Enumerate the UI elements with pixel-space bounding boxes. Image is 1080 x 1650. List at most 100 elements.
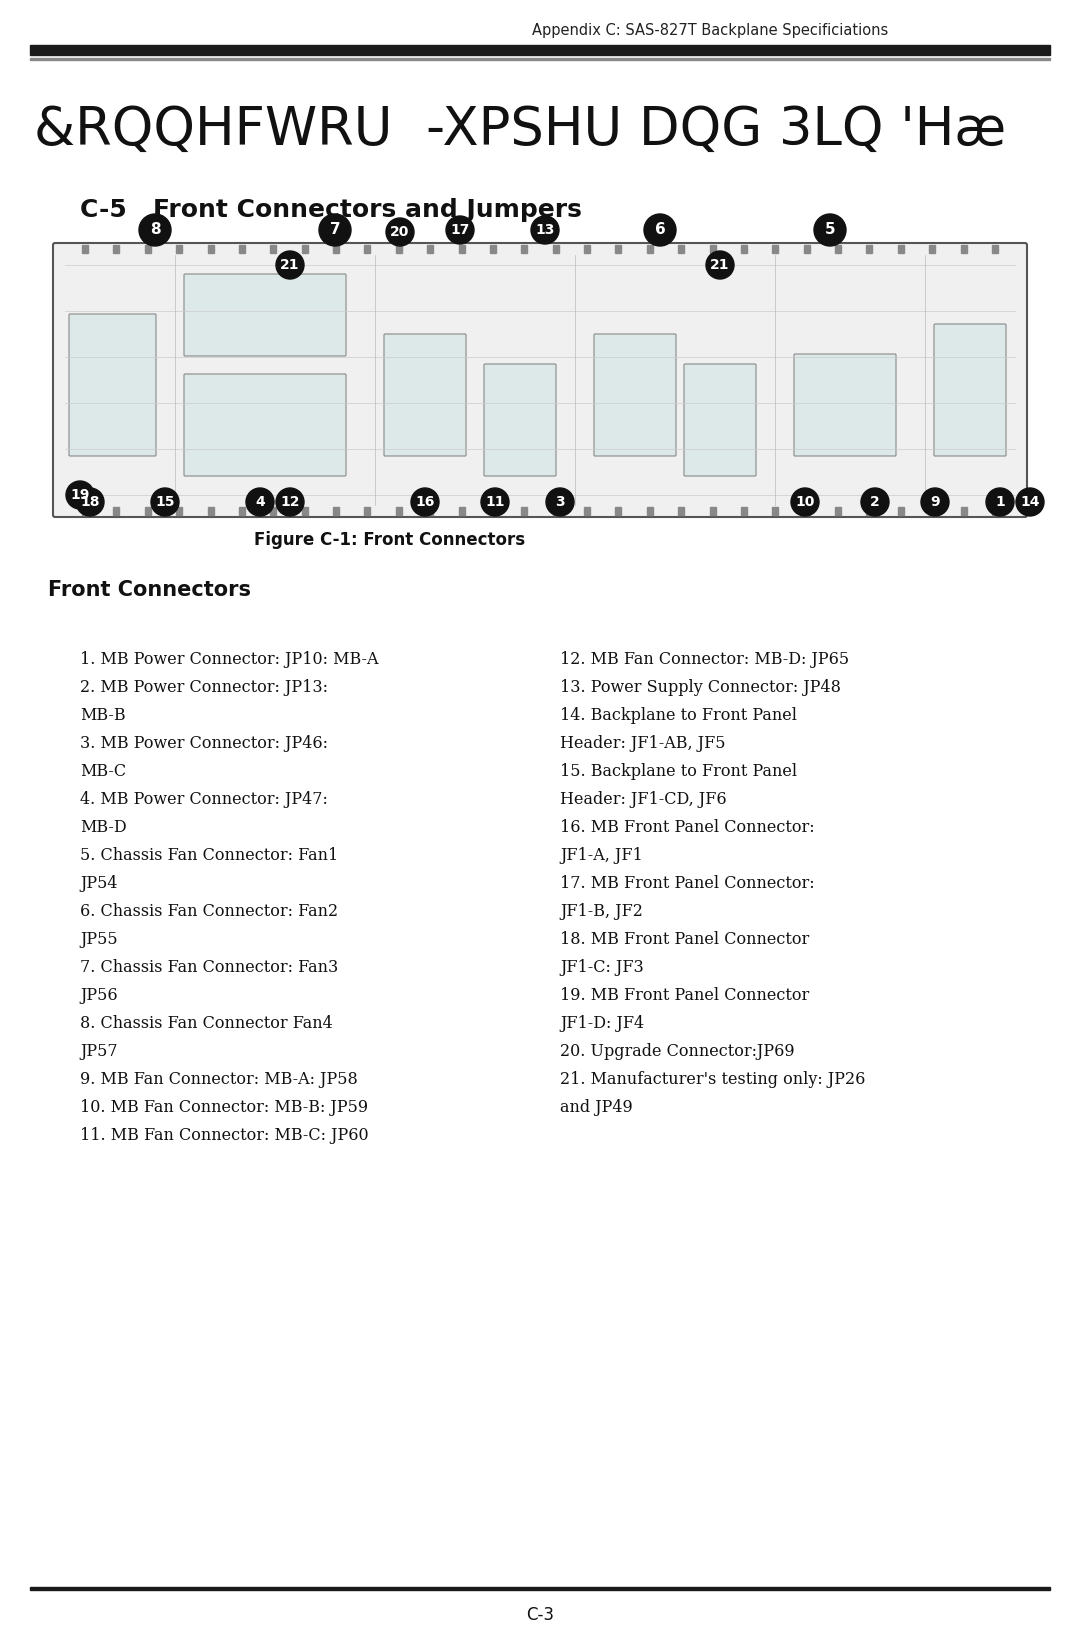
Bar bbox=[145, 507, 151, 515]
Bar bbox=[616, 244, 621, 252]
Bar bbox=[176, 507, 183, 515]
Text: 21. Manufacturer's testing only: JP26: 21. Manufacturer's testing only: JP26 bbox=[561, 1071, 865, 1089]
Circle shape bbox=[814, 214, 846, 246]
Bar bbox=[270, 507, 276, 515]
Text: 13. Power Supply Connector: JP48: 13. Power Supply Connector: JP48 bbox=[561, 680, 841, 696]
Text: and JP49: and JP49 bbox=[561, 1099, 633, 1117]
Text: 14: 14 bbox=[1021, 495, 1040, 508]
Bar bbox=[866, 507, 873, 515]
Bar bbox=[584, 244, 590, 252]
Bar bbox=[490, 244, 496, 252]
Circle shape bbox=[411, 488, 438, 516]
Text: 5: 5 bbox=[825, 223, 835, 238]
Text: 2. MB Power Connector: JP13:: 2. MB Power Connector: JP13: bbox=[80, 680, 328, 696]
Bar bbox=[741, 507, 747, 515]
Bar bbox=[647, 507, 652, 515]
Text: MB-D: MB-D bbox=[80, 820, 126, 837]
Circle shape bbox=[386, 218, 414, 246]
Text: 19: 19 bbox=[70, 488, 90, 502]
Bar bbox=[207, 244, 214, 252]
Text: 10. MB Fan Connector: MB-B: JP59: 10. MB Fan Connector: MB-B: JP59 bbox=[80, 1099, 368, 1117]
Bar bbox=[364, 507, 370, 515]
Text: Appendix C: SAS-827T Backplane Specificiations: Appendix C: SAS-827T Backplane Specifici… bbox=[531, 23, 888, 38]
Text: 1: 1 bbox=[995, 495, 1004, 508]
Text: 12: 12 bbox=[280, 495, 300, 508]
Text: JP56: JP56 bbox=[80, 987, 118, 1005]
Text: MB-B: MB-B bbox=[80, 708, 125, 724]
Bar bbox=[301, 507, 308, 515]
Text: 2: 2 bbox=[870, 495, 880, 508]
Text: JP54: JP54 bbox=[80, 876, 118, 893]
Text: MB-C: MB-C bbox=[80, 764, 126, 780]
Circle shape bbox=[276, 251, 303, 279]
Bar bbox=[866, 244, 873, 252]
Text: JF1-B, JF2: JF1-B, JF2 bbox=[561, 904, 643, 921]
Text: 14. Backplane to Front Panel: 14. Backplane to Front Panel bbox=[561, 708, 797, 724]
Bar bbox=[835, 507, 841, 515]
Bar bbox=[428, 244, 433, 252]
Circle shape bbox=[861, 488, 889, 516]
Bar bbox=[207, 507, 214, 515]
Bar bbox=[678, 507, 685, 515]
Text: 20. Upgrade Connector:JP69: 20. Upgrade Connector:JP69 bbox=[561, 1043, 795, 1061]
Text: 9: 9 bbox=[930, 495, 940, 508]
Text: C-3: C-3 bbox=[526, 1605, 554, 1624]
Bar bbox=[82, 244, 87, 252]
Bar bbox=[428, 507, 433, 515]
Text: 6. Chassis Fan Connector: Fan2: 6. Chassis Fan Connector: Fan2 bbox=[80, 904, 338, 921]
Bar bbox=[678, 244, 685, 252]
Bar bbox=[960, 507, 967, 515]
Bar bbox=[459, 507, 464, 515]
Bar bbox=[113, 244, 120, 252]
Text: 12. MB Fan Connector: MB-D: JP65: 12. MB Fan Connector: MB-D: JP65 bbox=[561, 652, 849, 668]
Bar bbox=[647, 244, 652, 252]
Text: 6: 6 bbox=[654, 223, 665, 238]
FancyBboxPatch shape bbox=[934, 323, 1005, 455]
Text: JP55: JP55 bbox=[80, 932, 118, 949]
FancyBboxPatch shape bbox=[53, 243, 1027, 516]
Bar bbox=[30, 1587, 1050, 1591]
Bar bbox=[395, 244, 402, 252]
Text: 3. MB Power Connector: JP46:: 3. MB Power Connector: JP46: bbox=[80, 736, 328, 752]
Bar bbox=[522, 507, 527, 515]
Bar bbox=[176, 244, 183, 252]
Text: 16: 16 bbox=[416, 495, 434, 508]
Circle shape bbox=[921, 488, 949, 516]
Circle shape bbox=[76, 488, 104, 516]
Bar bbox=[553, 507, 558, 515]
Text: Header: JF1-CD, JF6: Header: JF1-CD, JF6 bbox=[561, 792, 727, 808]
Circle shape bbox=[246, 488, 274, 516]
Bar bbox=[710, 507, 716, 515]
Bar bbox=[553, 244, 558, 252]
Text: 11: 11 bbox=[485, 495, 504, 508]
Bar bbox=[395, 507, 402, 515]
Circle shape bbox=[791, 488, 819, 516]
Bar bbox=[364, 244, 370, 252]
Circle shape bbox=[139, 214, 171, 246]
Bar bbox=[929, 244, 935, 252]
Circle shape bbox=[66, 482, 94, 508]
Text: 4: 4 bbox=[255, 495, 265, 508]
FancyBboxPatch shape bbox=[184, 274, 346, 356]
Text: 10: 10 bbox=[795, 495, 814, 508]
Bar bbox=[929, 507, 935, 515]
Circle shape bbox=[481, 488, 509, 516]
Circle shape bbox=[276, 488, 303, 516]
FancyBboxPatch shape bbox=[484, 365, 556, 475]
Text: JF1-A, JF1: JF1-A, JF1 bbox=[561, 848, 643, 865]
Bar bbox=[897, 507, 904, 515]
Bar bbox=[804, 244, 810, 252]
Circle shape bbox=[986, 488, 1014, 516]
Bar bbox=[333, 244, 339, 252]
Bar bbox=[239, 507, 245, 515]
Bar bbox=[333, 507, 339, 515]
Text: Header: JF1-AB, JF5: Header: JF1-AB, JF5 bbox=[561, 736, 726, 752]
Bar bbox=[897, 244, 904, 252]
Circle shape bbox=[546, 488, 573, 516]
Circle shape bbox=[531, 216, 559, 244]
Bar bbox=[270, 244, 276, 252]
Text: 17: 17 bbox=[450, 223, 470, 238]
Bar bbox=[772, 507, 779, 515]
FancyBboxPatch shape bbox=[184, 375, 346, 475]
Text: JF1-D: JF4: JF1-D: JF4 bbox=[561, 1015, 644, 1033]
